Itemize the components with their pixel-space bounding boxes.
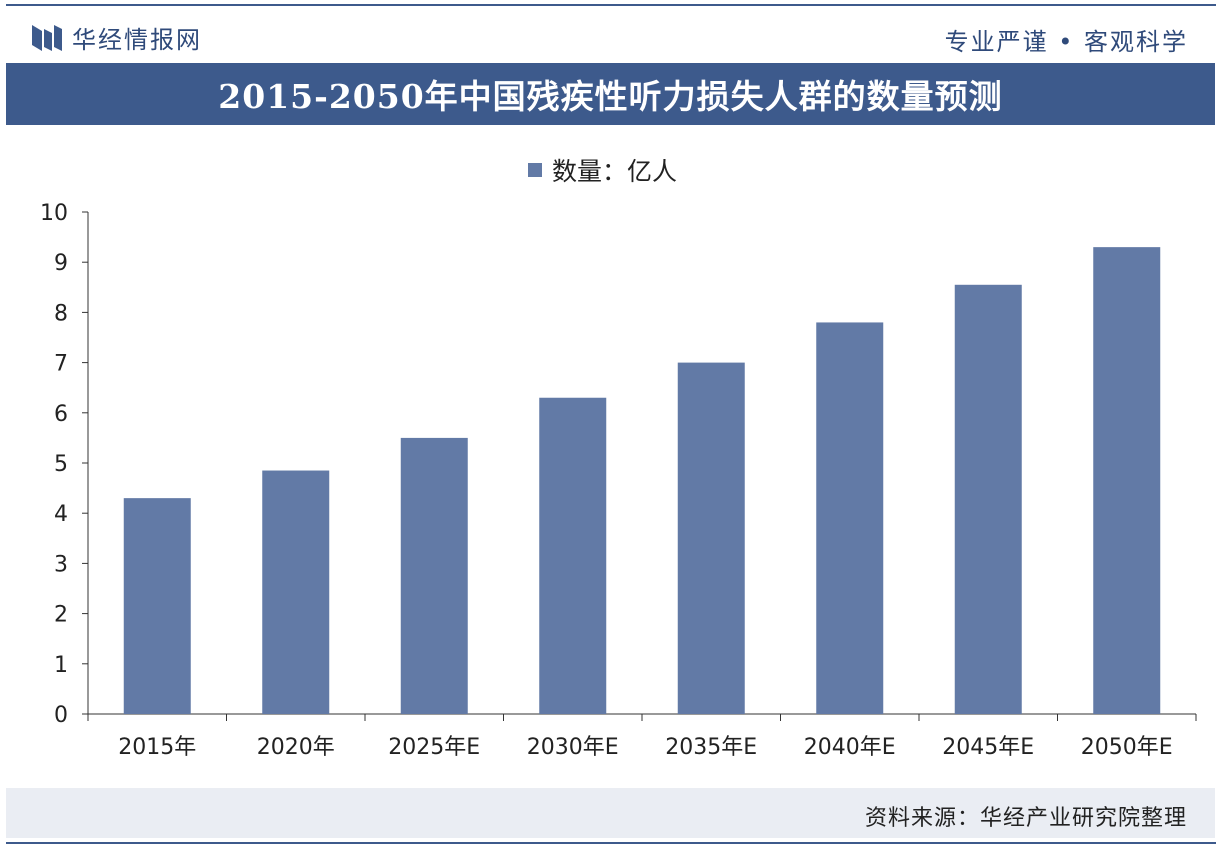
- x-tick-label: 2015年: [118, 735, 196, 760]
- y-tick-label: 10: [40, 201, 68, 226]
- brand[interactable]: 华经情报网: [32, 20, 202, 55]
- bar: [262, 470, 330, 714]
- x-tick-label: 2050年E: [1081, 735, 1173, 760]
- x-tick-label: 2025年E: [388, 735, 480, 760]
- y-tick-label: 5: [54, 452, 68, 477]
- legend: 数量：亿人: [528, 152, 677, 188]
- footer: 资料来源：华经产业研究院整理: [6, 788, 1215, 838]
- y-tick-label: 7: [54, 352, 68, 377]
- source-note: 资料来源：华经产业研究院整理: [864, 806, 1187, 831]
- x-tick-label: 2020年: [257, 735, 335, 760]
- legend-swatch: [528, 163, 542, 177]
- title-bar: 2015-2050年中国残疾性听力损失人群的数量预测: [6, 63, 1215, 125]
- bar: [1093, 247, 1161, 714]
- x-tick-label: 2045年E: [942, 735, 1034, 760]
- x-tick-label: 2035年E: [665, 735, 757, 760]
- y-tick-label: 1: [54, 653, 68, 678]
- x-tick-label: 2040年E: [804, 735, 896, 760]
- chart-title: 2015-2050年中国残疾性听力损失人群的数量预测: [218, 77, 1003, 116]
- y-tick-label: 3: [54, 552, 68, 577]
- bar: [400, 437, 468, 714]
- bottom-border: [6, 842, 1216, 844]
- legend-label: 数量：亿人: [552, 157, 678, 186]
- x-tick-label: 2030年E: [527, 735, 619, 760]
- bar: [123, 498, 191, 714]
- bar: [954, 284, 1022, 714]
- bar: [677, 362, 745, 714]
- y-tick-label: 4: [54, 502, 68, 527]
- y-tick-label: 0: [54, 703, 68, 728]
- slogan: 专业严谨 • 客观科学: [944, 28, 1188, 56]
- bar: [539, 397, 607, 714]
- brand-logo-icon: [32, 24, 62, 51]
- top-border: [6, 4, 1216, 6]
- bar: [816, 322, 884, 714]
- header: 华经情报网 专业严谨 • 客观科学: [0, 6, 1222, 62]
- y-tick-label: 9: [54, 251, 68, 276]
- y-tick-label: 2: [54, 603, 68, 628]
- y-tick-label: 8: [54, 301, 68, 326]
- y-tick-label: 6: [54, 402, 68, 427]
- brand-name: 华经情报网: [72, 26, 202, 54]
